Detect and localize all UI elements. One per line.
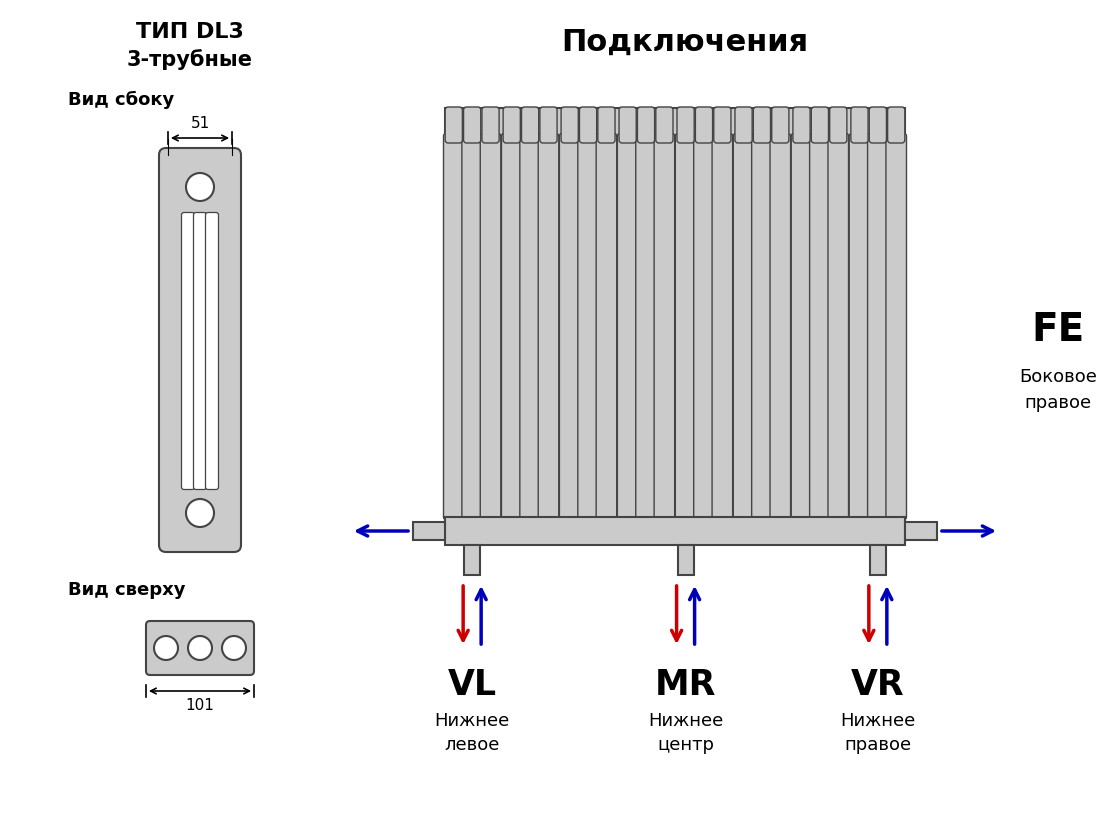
FancyBboxPatch shape — [619, 107, 637, 143]
Text: MR: MR — [655, 668, 716, 702]
Bar — [678, 545, 694, 575]
FancyBboxPatch shape — [829, 107, 847, 143]
FancyBboxPatch shape — [677, 107, 694, 143]
FancyBboxPatch shape — [577, 133, 599, 519]
FancyBboxPatch shape — [753, 107, 771, 143]
FancyBboxPatch shape — [598, 107, 615, 143]
Text: Нижнее
центр: Нижнее центр — [648, 712, 723, 754]
FancyBboxPatch shape — [159, 148, 241, 552]
FancyBboxPatch shape — [560, 133, 580, 519]
Text: Нижнее
правое: Нижнее правое — [840, 712, 915, 754]
FancyBboxPatch shape — [811, 107, 828, 143]
Circle shape — [186, 499, 214, 527]
FancyBboxPatch shape — [752, 133, 772, 519]
FancyBboxPatch shape — [636, 133, 657, 519]
FancyBboxPatch shape — [655, 133, 675, 519]
FancyBboxPatch shape — [887, 107, 905, 143]
Text: ТИП DL3: ТИП DL3 — [137, 22, 244, 42]
Circle shape — [186, 173, 214, 201]
FancyBboxPatch shape — [695, 107, 713, 143]
Bar — [464, 545, 480, 575]
Circle shape — [154, 636, 178, 660]
Text: FE: FE — [1032, 311, 1084, 349]
Bar — [413, 522, 445, 540]
Bar — [905, 522, 937, 540]
FancyBboxPatch shape — [770, 133, 791, 519]
FancyBboxPatch shape — [850, 107, 868, 143]
Text: VR: VR — [852, 668, 904, 702]
FancyBboxPatch shape — [714, 107, 731, 143]
FancyBboxPatch shape — [504, 107, 520, 143]
FancyBboxPatch shape — [445, 107, 462, 143]
Text: Вид сбоку: Вид сбоку — [68, 91, 175, 109]
Text: Боковое
правое: Боковое правое — [1019, 368, 1097, 412]
FancyBboxPatch shape — [580, 107, 596, 143]
FancyBboxPatch shape — [443, 133, 464, 519]
FancyBboxPatch shape — [810, 133, 830, 519]
FancyBboxPatch shape — [463, 107, 481, 143]
FancyBboxPatch shape — [849, 133, 869, 519]
Text: VL: VL — [448, 668, 497, 702]
FancyBboxPatch shape — [482, 107, 499, 143]
FancyBboxPatch shape — [793, 107, 810, 143]
FancyBboxPatch shape — [772, 107, 789, 143]
Circle shape — [188, 636, 211, 660]
FancyBboxPatch shape — [462, 133, 482, 519]
Text: Подключения: Подключения — [562, 28, 809, 57]
FancyBboxPatch shape — [520, 133, 540, 519]
FancyBboxPatch shape — [712, 133, 733, 519]
FancyBboxPatch shape — [145, 621, 254, 675]
FancyBboxPatch shape — [791, 133, 811, 519]
Bar — [445, 108, 905, 136]
FancyBboxPatch shape — [733, 133, 754, 519]
Text: 3-трубные: 3-трубные — [126, 49, 253, 70]
FancyBboxPatch shape — [867, 133, 888, 519]
FancyBboxPatch shape — [618, 133, 638, 519]
Text: 51: 51 — [190, 116, 209, 132]
FancyBboxPatch shape — [538, 133, 558, 519]
Text: Нижнее
левое: Нижнее левое — [434, 712, 510, 754]
FancyBboxPatch shape — [886, 133, 906, 519]
FancyBboxPatch shape — [869, 107, 886, 143]
FancyBboxPatch shape — [561, 107, 579, 143]
Bar — [869, 545, 886, 575]
FancyBboxPatch shape — [638, 107, 655, 143]
Circle shape — [222, 636, 246, 660]
FancyBboxPatch shape — [694, 133, 714, 519]
Text: Вид сверху: Вид сверху — [68, 581, 186, 599]
FancyBboxPatch shape — [735, 107, 752, 143]
FancyBboxPatch shape — [828, 133, 848, 519]
FancyBboxPatch shape — [521, 107, 538, 143]
Text: 101: 101 — [186, 699, 215, 713]
FancyBboxPatch shape — [480, 133, 501, 519]
Bar — [445, 517, 905, 545]
FancyBboxPatch shape — [181, 212, 195, 490]
FancyBboxPatch shape — [596, 133, 617, 519]
FancyBboxPatch shape — [539, 107, 557, 143]
FancyBboxPatch shape — [676, 133, 696, 519]
FancyBboxPatch shape — [656, 107, 673, 143]
FancyBboxPatch shape — [206, 212, 218, 490]
FancyBboxPatch shape — [194, 212, 207, 490]
FancyBboxPatch shape — [501, 133, 521, 519]
